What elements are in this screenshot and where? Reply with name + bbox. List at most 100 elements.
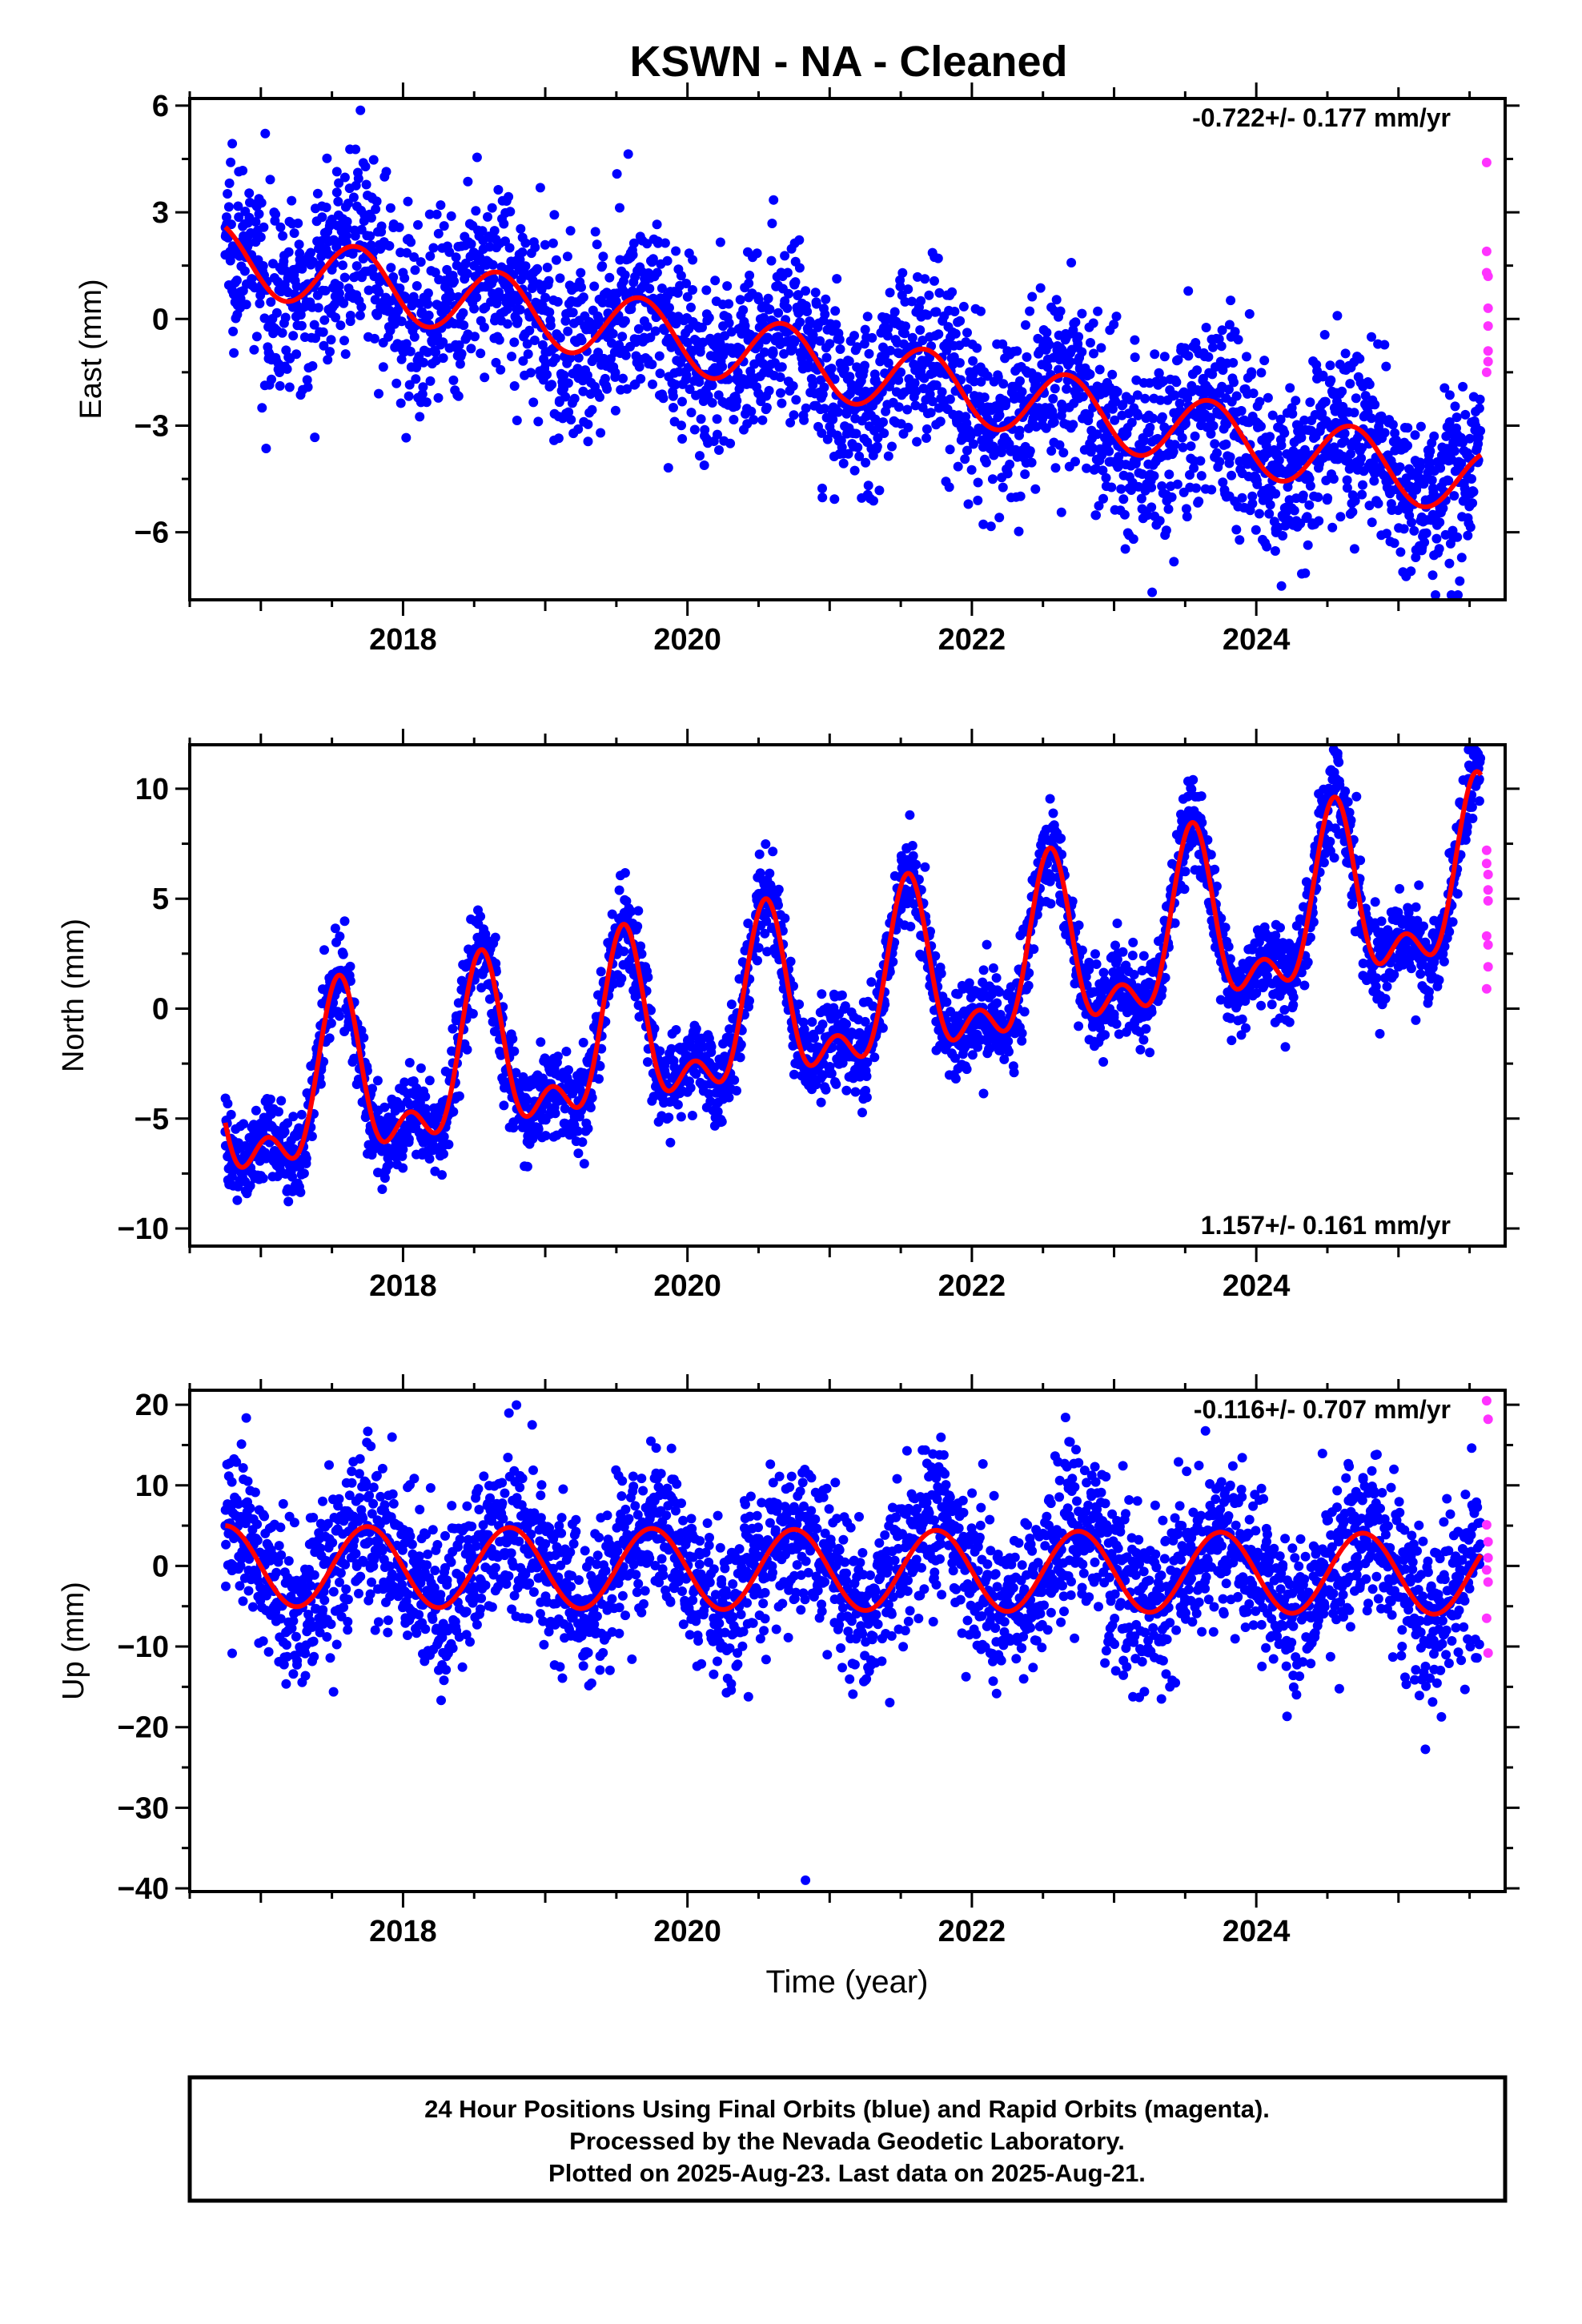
east-final-orbit-cloud-point bbox=[1381, 361, 1391, 372]
north-final-orbit-cloud-point bbox=[384, 1160, 394, 1170]
east-final-orbit-cloud-point bbox=[507, 352, 516, 362]
north-final-orbit-cloud-point bbox=[324, 1033, 335, 1043]
east-final-orbit-cloud-point bbox=[1345, 379, 1355, 389]
east-final-orbit-cloud-point bbox=[1438, 503, 1448, 513]
east-final-orbit-cloud-point bbox=[479, 322, 489, 332]
north-final-orbit-cloud-point bbox=[345, 976, 355, 986]
east-final-orbit-cloud-point bbox=[1318, 370, 1328, 380]
east-final-orbit-cloud-point bbox=[1387, 420, 1398, 430]
east-final-orbit-cloud-point bbox=[469, 304, 480, 314]
east-final-orbit-cloud-point bbox=[1226, 296, 1236, 306]
east-final-orbit-cloud-point bbox=[596, 428, 606, 438]
east-final-orbit-cloud-point bbox=[1465, 522, 1476, 533]
east-final-orbit-cloud-point bbox=[1084, 409, 1094, 420]
east-final-orbit-cloud-point bbox=[424, 310, 434, 320]
east-final-orbit-cloud-point bbox=[993, 372, 1003, 382]
north-final-orbit-cloud-point bbox=[404, 1134, 414, 1144]
east-final-orbit-point bbox=[718, 321, 729, 332]
east-final-orbit-cloud-point bbox=[789, 410, 799, 420]
east-final-orbit-cloud-point bbox=[829, 494, 840, 505]
east-final-orbit-cloud-point bbox=[1015, 491, 1026, 501]
east-final-orbit-cloud-point bbox=[808, 380, 818, 390]
east-final-orbit-cloud-point bbox=[509, 381, 520, 391]
east-final-orbit-cloud-point bbox=[1170, 390, 1180, 400]
east-final-orbit-cloud-point bbox=[973, 477, 983, 488]
east-final-orbit-cloud-point bbox=[826, 364, 837, 374]
north-final-orbit-cloud-point bbox=[279, 1127, 290, 1137]
east-final-orbit-cloud-point bbox=[1271, 489, 1281, 499]
east-final-orbit-cloud-point bbox=[979, 392, 990, 403]
east-final-orbit-cloud-point bbox=[589, 281, 600, 292]
east-final-orbit-cloud-point bbox=[926, 408, 936, 418]
east-final-orbit-point bbox=[576, 282, 586, 292]
north-final-orbit-cloud-point bbox=[676, 1112, 686, 1122]
east-final-orbit-cloud-point bbox=[499, 219, 509, 229]
east-final-orbit-cloud-point bbox=[986, 521, 996, 532]
east-final-orbit-cloud-point bbox=[976, 376, 986, 387]
east-final-orbit-cloud-point bbox=[1443, 476, 1454, 486]
east-final-orbit-cloud-point bbox=[226, 157, 236, 167]
east-final-orbit-cloud-point bbox=[1142, 510, 1153, 521]
east-final-orbit-cloud-point bbox=[922, 310, 933, 320]
east-final-orbit-cloud-point bbox=[622, 384, 632, 394]
east-final-orbit-cloud-point bbox=[335, 320, 346, 331]
east-final-orbit-cloud-point bbox=[722, 281, 733, 292]
east-final-orbit-cloud-point bbox=[652, 219, 662, 230]
east-final-orbit-cloud-point bbox=[760, 347, 769, 357]
east-final-orbit-cloud-point bbox=[1118, 494, 1129, 505]
east-final-orbit-cloud-point bbox=[962, 445, 972, 456]
east-final-orbit-cloud-point bbox=[1244, 309, 1255, 319]
east-final-orbit-cloud-point bbox=[681, 279, 692, 288]
east-final-orbit-cloud-point bbox=[752, 248, 762, 259]
east-final-orbit-cloud-point bbox=[883, 324, 893, 334]
east-final-orbit-cloud-point bbox=[1267, 410, 1278, 420]
east-final-orbit-point bbox=[896, 367, 906, 377]
east-final-orbit-cloud-point bbox=[249, 344, 259, 355]
east-final-orbit-cloud-point bbox=[1206, 428, 1216, 439]
north-final-orbit-cloud-point bbox=[717, 1116, 727, 1127]
east-final-orbit-cloud-point bbox=[1170, 440, 1180, 450]
east-final-orbit-cloud-point bbox=[1221, 439, 1231, 449]
east-ytick-label: 6 bbox=[152, 90, 169, 123]
east-final-orbit-cloud-point bbox=[1001, 396, 1011, 407]
north-final-orbit-cloud-point bbox=[706, 1042, 717, 1051]
east-final-orbit-cloud-point bbox=[512, 416, 522, 425]
east-final-orbit-cloud-point bbox=[1161, 525, 1171, 536]
east-final-orbit-cloud-point bbox=[937, 387, 947, 397]
east-final-orbit-cloud-point bbox=[493, 185, 504, 195]
east-final-orbit-cloud-point bbox=[724, 299, 734, 309]
north-final-orbit-cloud-point bbox=[821, 1084, 831, 1095]
east-final-orbit-cloud-point bbox=[1005, 459, 1015, 469]
east-final-orbit-cloud-point bbox=[1327, 522, 1338, 533]
east-final-orbit-cloud-point bbox=[1263, 392, 1273, 403]
east-final-orbit-cloud-point bbox=[1210, 439, 1220, 449]
east-final-orbit-cloud-point bbox=[917, 336, 928, 346]
east-final-orbit-cloud-point bbox=[1453, 590, 1463, 600]
north-final-orbit-cloud-point bbox=[1004, 1047, 1014, 1057]
north-final-orbit-cloud-point bbox=[636, 941, 646, 951]
east-final-orbit-cloud-point bbox=[676, 271, 686, 281]
east-final-orbit-point bbox=[1002, 346, 1013, 356]
east-final-orbit-cloud-point bbox=[1145, 422, 1155, 432]
east-final-orbit-cloud-point bbox=[1230, 327, 1240, 337]
north-final-orbit-cloud-point bbox=[326, 1018, 336, 1028]
east-final-orbit-cloud-point bbox=[323, 355, 333, 365]
east-final-orbit-cloud-point bbox=[1303, 540, 1313, 550]
east-final-orbit-cloud-point bbox=[233, 201, 243, 211]
east-final-orbit-cloud-point bbox=[1289, 505, 1299, 516]
east-final-orbit-cloud-point bbox=[998, 379, 1009, 389]
east-final-orbit-cloud-point bbox=[1172, 479, 1182, 489]
east-final-orbit-cloud-point bbox=[717, 361, 728, 372]
east-final-orbit-cloud-point bbox=[976, 306, 986, 316]
east-final-orbit-cloud-point bbox=[333, 196, 343, 207]
east-final-orbit-cloud-point bbox=[432, 209, 442, 219]
east-final-orbit-cloud-point bbox=[1086, 338, 1095, 348]
east-final-orbit-cloud-point bbox=[334, 178, 344, 188]
east-final-orbit-cloud-point bbox=[697, 322, 707, 332]
north-final-orbit-cloud-point bbox=[942, 997, 952, 1007]
east-final-orbit-cloud-point bbox=[1458, 437, 1468, 448]
east-final-orbit-cloud-point bbox=[1456, 553, 1467, 563]
east-final-orbit-cloud-point bbox=[921, 424, 932, 434]
north-final-orbit-cloud-point bbox=[817, 989, 827, 999]
east-final-orbit-cloud-point bbox=[853, 442, 863, 452]
